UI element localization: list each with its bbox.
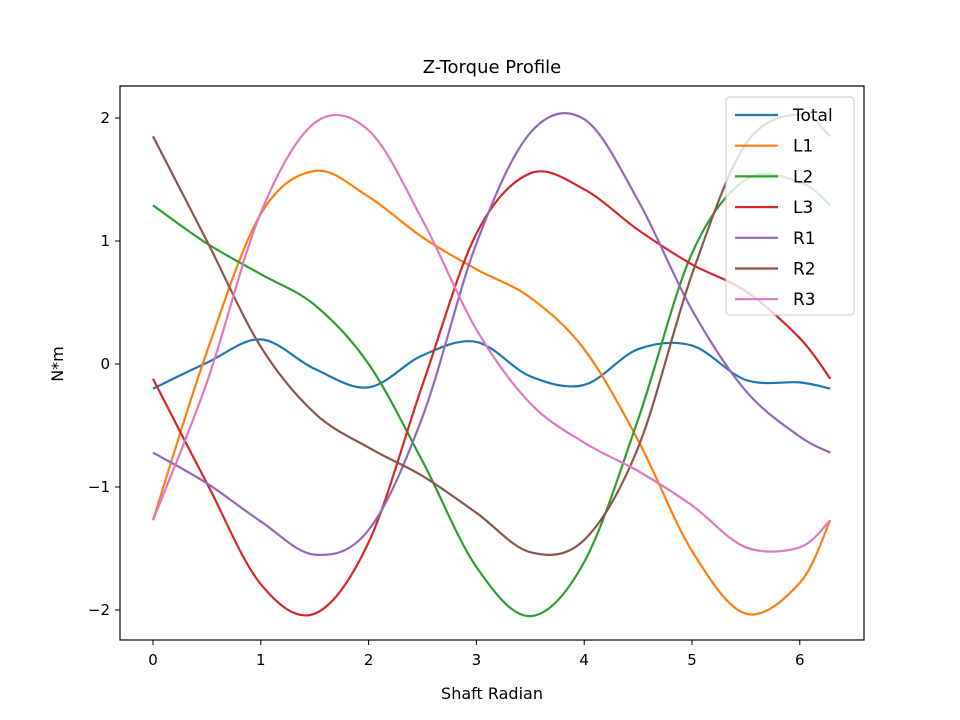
legend-item-r2: R2 xyxy=(735,260,816,280)
x-tick-label: 1 xyxy=(256,651,266,669)
legend-item-l2: L2 xyxy=(735,167,813,187)
legend: Total L1 L2 L3 R1 R2 R3 xyxy=(725,96,855,316)
x-axis: 0 1 2 3 4 5 6 xyxy=(148,640,805,669)
y-tick-label: 1 xyxy=(100,232,110,250)
legend-item-l1: L1 xyxy=(735,137,813,157)
plot-frame xyxy=(119,85,865,641)
series-line-r1 xyxy=(152,112,831,557)
chart-title: Z-Torque Profile xyxy=(423,57,562,78)
x-tick-label: 0 xyxy=(148,651,158,669)
legend-label: L3 xyxy=(793,198,813,218)
series-line-total xyxy=(152,338,831,390)
x-tick-label: 5 xyxy=(687,651,697,669)
y-axis-label: N*m xyxy=(48,346,67,382)
legend-item-r3: R3 xyxy=(735,290,816,310)
y-axis: −2 −1 0 1 2 xyxy=(88,109,120,619)
y-tick-label: 2 xyxy=(100,109,110,127)
series-line-l1 xyxy=(151,169,832,616)
legend-item-l3: L3 xyxy=(735,198,813,218)
legend-item-r1: R1 xyxy=(735,229,816,249)
y-tick-label: −1 xyxy=(88,478,110,496)
x-tick-label: 2 xyxy=(364,651,374,669)
legend-label: R2 xyxy=(793,260,816,280)
x-tick-label: 6 xyxy=(795,651,805,669)
legend-label: Total xyxy=(792,106,833,126)
legend-label: R3 xyxy=(793,290,816,310)
legend-label: L2 xyxy=(793,167,813,187)
y-tick-label: 0 xyxy=(100,355,110,373)
series-line-r3 xyxy=(151,113,832,553)
y-tick-label: −2 xyxy=(88,601,110,619)
legend-item-total: Total xyxy=(735,106,833,126)
legend-label: L1 xyxy=(793,137,813,157)
x-axis-label: Shaft Radian xyxy=(441,684,543,703)
series-line-l2 xyxy=(152,172,832,618)
legend-label: R1 xyxy=(793,229,816,249)
x-tick-label: 3 xyxy=(472,651,482,669)
legend-box xyxy=(725,96,855,316)
x-tick-label: 4 xyxy=(579,651,589,669)
series-line-l3 xyxy=(152,170,832,617)
